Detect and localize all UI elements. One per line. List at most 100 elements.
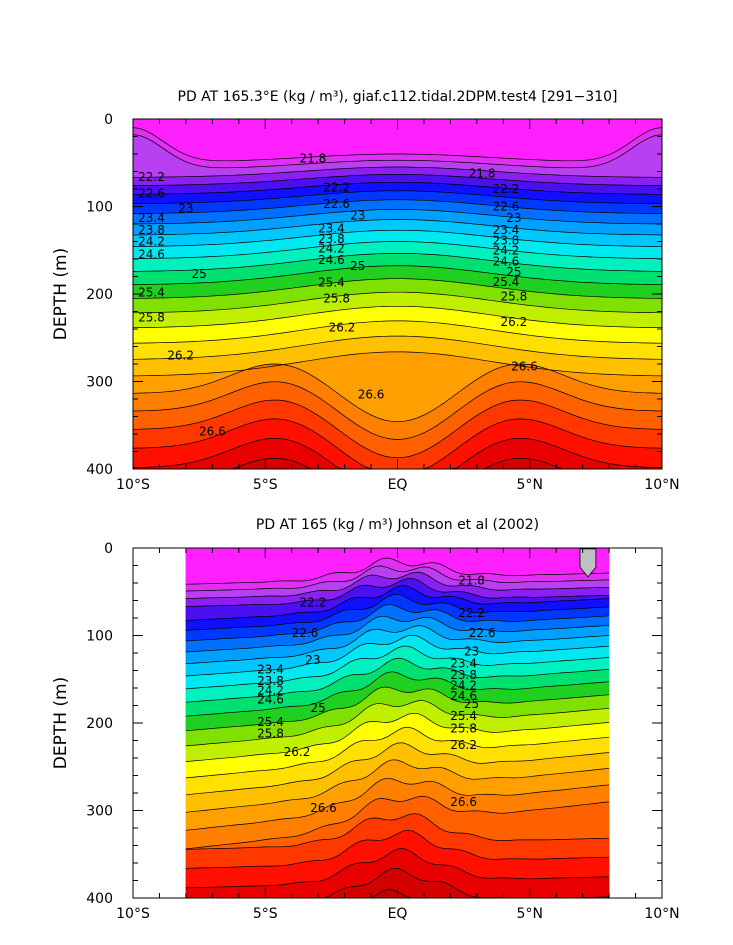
contour-label: 23	[506, 211, 521, 225]
contour-label: 21.8	[458, 573, 485, 587]
contour-label: 24.6	[138, 248, 165, 262]
contour-line	[132, 305, 663, 329]
contour-label: 25.4	[257, 715, 284, 729]
y-tick-label: 100	[86, 629, 113, 645]
contour-line	[133, 199, 662, 214]
contour-label: 22.6	[138, 186, 165, 200]
contour-label: 24.2	[318, 242, 345, 256]
x-tick-label: 10°N	[644, 906, 679, 922]
contour-line	[132, 363, 663, 423]
contour-label: 23.4	[493, 223, 520, 237]
x-tick-label: 10°S	[116, 906, 150, 922]
contour-label: 22.6	[323, 197, 350, 211]
chart-title: PD AT 165 (kg / m³) Johnson et al (2002)	[256, 517, 539, 533]
contour-line	[185, 848, 610, 889]
y-tick-label: 200	[86, 716, 113, 732]
contour-line	[185, 625, 610, 665]
contour-label: 23	[350, 208, 365, 222]
contour-label: 23	[178, 201, 193, 215]
contour-line	[132, 134, 663, 169]
contour-label: 25.8	[138, 311, 165, 325]
contour-line	[185, 829, 610, 869]
contour-line	[132, 320, 663, 344]
y-tick-label: 100	[86, 200, 113, 216]
x-tick-label: EQ	[388, 477, 408, 493]
contour-line	[132, 219, 663, 236]
x-tick-label: 10°N	[644, 477, 679, 493]
contour-line	[133, 166, 662, 178]
contour-line	[132, 265, 663, 285]
contour-line	[132, 399, 663, 459]
contour-line	[185, 742, 610, 796]
contour-line	[132, 351, 663, 377]
contour-label: 25	[506, 265, 521, 279]
contour-label: 23.4	[257, 663, 284, 677]
y-tick-label: 200	[86, 287, 113, 303]
contour-line	[185, 577, 610, 607]
y-axis-title: DEPTH (m)	[51, 677, 71, 769]
contour-line	[185, 712, 610, 762]
contour-label: 21.8	[300, 151, 327, 165]
contour-line	[132, 291, 663, 314]
contour-line	[185, 645, 610, 690]
contour-label: 24.6	[257, 692, 284, 706]
contour-label: 23.4	[450, 657, 477, 671]
contour-label: 22.6	[469, 626, 496, 640]
contour-line	[132, 252, 663, 272]
contour-label: 21.8	[469, 166, 496, 180]
contour-label: 26.6	[450, 795, 477, 809]
contour-label: 25.4	[493, 275, 520, 289]
contour-label: 25.8	[257, 727, 284, 741]
contour-label: 26.6	[358, 388, 385, 402]
contour-label: 23.8	[493, 234, 520, 248]
contour-label: 26.6	[310, 801, 337, 815]
contour-label: 26.2	[501, 315, 528, 329]
contour-line	[132, 241, 663, 260]
contour-label: 23.8	[138, 223, 165, 237]
contour-line	[185, 634, 610, 677]
contour-line	[185, 759, 610, 813]
contour-label: 25.4	[450, 709, 477, 723]
contour-line	[185, 671, 610, 717]
contour-label: 26.2	[284, 745, 311, 759]
contour-label: 25	[464, 697, 479, 711]
y-tick-label: 0	[104, 112, 113, 128]
x-tick-label: 5°S	[253, 906, 278, 922]
contour-label: 25.8	[501, 290, 528, 304]
panel-model: 21.821.822.222.2 22.222.622.6 22.623 23 2323…	[51, 89, 680, 493]
contour-label: 26.6	[199, 424, 226, 438]
contour-label: 22.6	[493, 200, 520, 214]
contour-line	[132, 278, 663, 299]
contour-line	[185, 726, 610, 779]
y-tick-label: 400	[86, 891, 113, 907]
contour-label: 24.6	[493, 255, 520, 269]
contour-line	[132, 335, 663, 360]
contour-label: 24.2	[493, 243, 520, 257]
contour-label: 22.2	[138, 170, 165, 184]
contour-label: 23.8	[450, 668, 477, 682]
contour-line	[185, 813, 610, 850]
contour-line	[185, 657, 610, 703]
missing-data-patch	[579, 548, 597, 578]
contour-line	[185, 585, 610, 621]
x-tick-label: 10°S	[116, 477, 150, 493]
contour-line	[185, 571, 610, 599]
contour-label: 24.2	[257, 684, 284, 698]
contour-label: 22.2	[458, 606, 485, 620]
contour-label: 23.8	[257, 674, 284, 688]
contour-line	[185, 593, 610, 631]
contour-label: 25.4	[318, 276, 345, 290]
contour-line	[185, 615, 610, 653]
contour-label: 24.2	[450, 678, 477, 692]
contour-label: 23	[305, 653, 320, 667]
contour-label: 23	[464, 644, 479, 658]
contour-label: 25	[311, 701, 326, 715]
contour-line	[132, 229, 663, 247]
y-axis-title: DEPTH (m)	[51, 248, 71, 340]
contour-label: 23.4	[138, 211, 165, 225]
contour-label: 22.6	[292, 626, 319, 640]
y-tick-label: 0	[104, 541, 113, 557]
